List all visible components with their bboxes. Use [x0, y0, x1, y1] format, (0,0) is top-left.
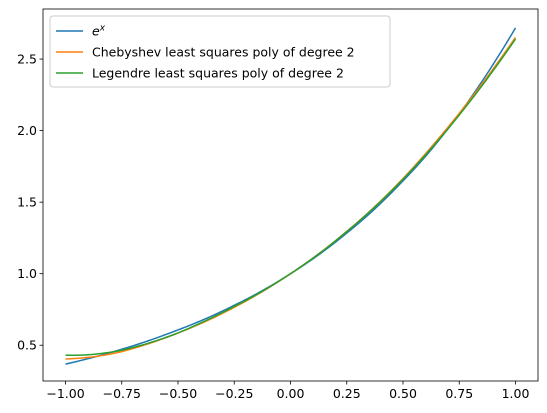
- y-tick-label: 0.5: [17, 338, 37, 353]
- y-tick-label: 2.5: [17, 52, 37, 67]
- x-tick-label: 0.50: [389, 386, 417, 401]
- x-tick-label: −0.25: [215, 386, 253, 401]
- x-tick-label: 0.75: [445, 386, 473, 401]
- x-tick-label: −1.00: [46, 386, 84, 401]
- legend-label-2: Chebyshev least squares poly of degree 2: [92, 45, 355, 60]
- x-tick-label: 0.25: [333, 386, 361, 401]
- x-tick-label: 1.00: [502, 386, 530, 401]
- x-tick-label: −0.50: [159, 386, 197, 401]
- x-axis-ticks: −1.00 −0.75 −0.50 −0.25 0.00 0.25 0.50 0.75 1.00: [46, 381, 529, 401]
- x-tick-label: 0.00: [277, 386, 305, 401]
- y-tick-label: 2.0: [17, 123, 37, 138]
- y-tick-label: 1.0: [17, 266, 37, 281]
- y-tick-label: 1.5: [17, 195, 37, 210]
- legend-label-3: Legendre least squares poly of degree 2: [92, 66, 344, 81]
- x-tick-label: −0.75: [103, 386, 141, 401]
- y-axis-ticks: 0.5 1.0 1.5 2.0 2.5: [17, 52, 43, 353]
